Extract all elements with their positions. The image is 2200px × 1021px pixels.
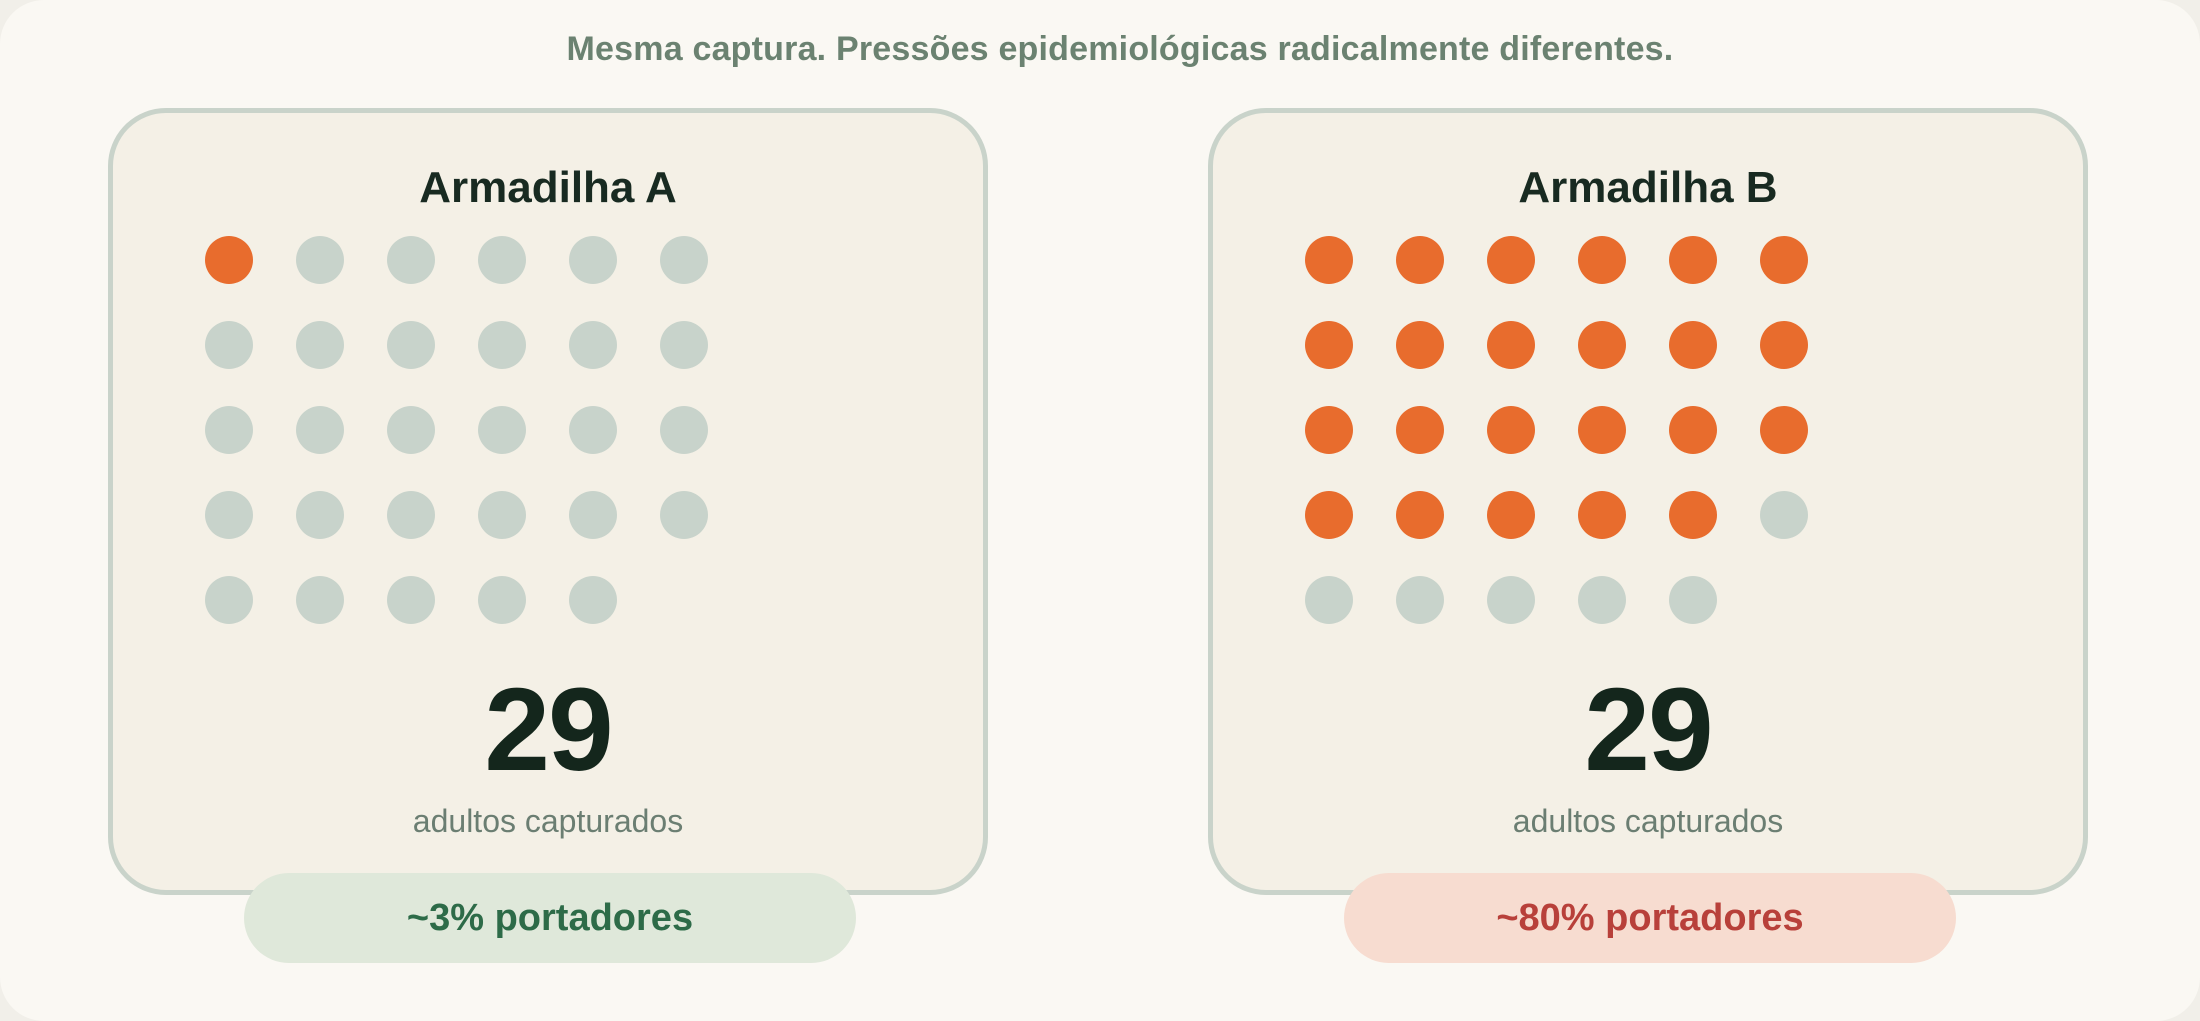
- non-carrier-mosquito-dot: [478, 491, 526, 539]
- carrier-mosquito-dot: [1760, 406, 1808, 454]
- carrier-mosquito-dot: [1305, 236, 1353, 284]
- non-carrier-mosquito-dot: [569, 321, 617, 369]
- trap-a-carrier-badge: ~3% portadores: [244, 873, 856, 963]
- carrier-mosquito-dot: [1760, 236, 1808, 284]
- non-carrier-mosquito-dot: [387, 576, 435, 624]
- carrier-mosquito-dot: [1760, 321, 1808, 369]
- trap-b-dot-grid: [1305, 236, 1808, 636]
- non-carrier-mosquito-dot: [569, 491, 617, 539]
- non-carrier-mosquito-dot: [660, 491, 708, 539]
- carrier-mosquito-dot: [1669, 491, 1717, 539]
- trap-a-count: 29: [484, 664, 613, 796]
- non-carrier-mosquito-dot: [1305, 576, 1353, 624]
- carrier-mosquito-dot: [1396, 406, 1444, 454]
- carrier-mosquito-dot: [1578, 491, 1626, 539]
- trap-a-dot-grid: [205, 236, 708, 636]
- carrier-mosquito-dot: [1669, 406, 1717, 454]
- non-carrier-mosquito-dot: [660, 406, 708, 454]
- non-carrier-mosquito-dot: [478, 236, 526, 284]
- carrier-mosquito-dot: [1578, 321, 1626, 369]
- non-carrier-mosquito-dot: [296, 236, 344, 284]
- non-carrier-mosquito-dot: [387, 406, 435, 454]
- carrier-mosquito-dot: [1487, 491, 1535, 539]
- non-carrier-mosquito-dot: [296, 576, 344, 624]
- carrier-mosquito-dot: [1305, 321, 1353, 369]
- non-carrier-mosquito-dot: [1669, 576, 1717, 624]
- non-carrier-mosquito-dot: [569, 236, 617, 284]
- non-carrier-mosquito-dot: [1487, 576, 1535, 624]
- carrier-mosquito-dot: [1487, 321, 1535, 369]
- non-carrier-mosquito-dot: [205, 406, 253, 454]
- carrier-mosquito-dot: [1396, 491, 1444, 539]
- headline: Mesma captura. Pressões epidemiológicas …: [566, 30, 1674, 68]
- non-carrier-mosquito-dot: [569, 576, 617, 624]
- carrier-mosquito-dot: [1669, 321, 1717, 369]
- non-carrier-mosquito-dot: [387, 321, 435, 369]
- non-carrier-mosquito-dot: [478, 406, 526, 454]
- non-carrier-mosquito-dot: [660, 236, 708, 284]
- carrier-mosquito-dot: [1487, 406, 1535, 454]
- non-carrier-mosquito-dot: [387, 236, 435, 284]
- carrier-mosquito-dot: [1396, 236, 1444, 284]
- carrier-mosquito-dot: [1578, 406, 1626, 454]
- non-carrier-mosquito-dot: [1578, 576, 1626, 624]
- trap-b-carrier-badge: ~80% portadores: [1344, 873, 1956, 963]
- non-carrier-mosquito-dot: [660, 321, 708, 369]
- non-carrier-mosquito-dot: [478, 576, 526, 624]
- non-carrier-mosquito-dot: [478, 321, 526, 369]
- non-carrier-mosquito-dot: [205, 321, 253, 369]
- trap-card-a: Armadilha A 29 adultos capturados: [108, 108, 988, 895]
- carrier-mosquito-dot: [1669, 236, 1717, 284]
- carrier-mosquito-dot: [205, 236, 253, 284]
- non-carrier-mosquito-dot: [205, 576, 253, 624]
- trap-a-title: Armadilha A: [419, 163, 677, 212]
- non-carrier-mosquito-dot: [1760, 491, 1808, 539]
- non-carrier-mosquito-dot: [569, 406, 617, 454]
- trap-card-b: Armadilha B 29 adultos capturados: [1208, 108, 2088, 895]
- carrier-mosquito-dot: [1305, 491, 1353, 539]
- trap-b-title: Armadilha B: [1518, 163, 1778, 212]
- carrier-mosquito-dot: [1396, 321, 1444, 369]
- trap-b-count: 29: [1584, 664, 1713, 796]
- carrier-mosquito-dot: [1578, 236, 1626, 284]
- trap-a-count-label: adultos capturados: [412, 803, 684, 839]
- non-carrier-mosquito-dot: [296, 491, 344, 539]
- non-carrier-mosquito-dot: [387, 491, 435, 539]
- non-carrier-mosquito-dot: [1396, 576, 1444, 624]
- non-carrier-mosquito-dot: [296, 321, 344, 369]
- carrier-mosquito-dot: [1487, 236, 1535, 284]
- non-carrier-mosquito-dot: [205, 491, 253, 539]
- non-carrier-mosquito-dot: [296, 406, 344, 454]
- trap-b-count-label: adultos capturados: [1512, 803, 1784, 839]
- carrier-mosquito-dot: [1305, 406, 1353, 454]
